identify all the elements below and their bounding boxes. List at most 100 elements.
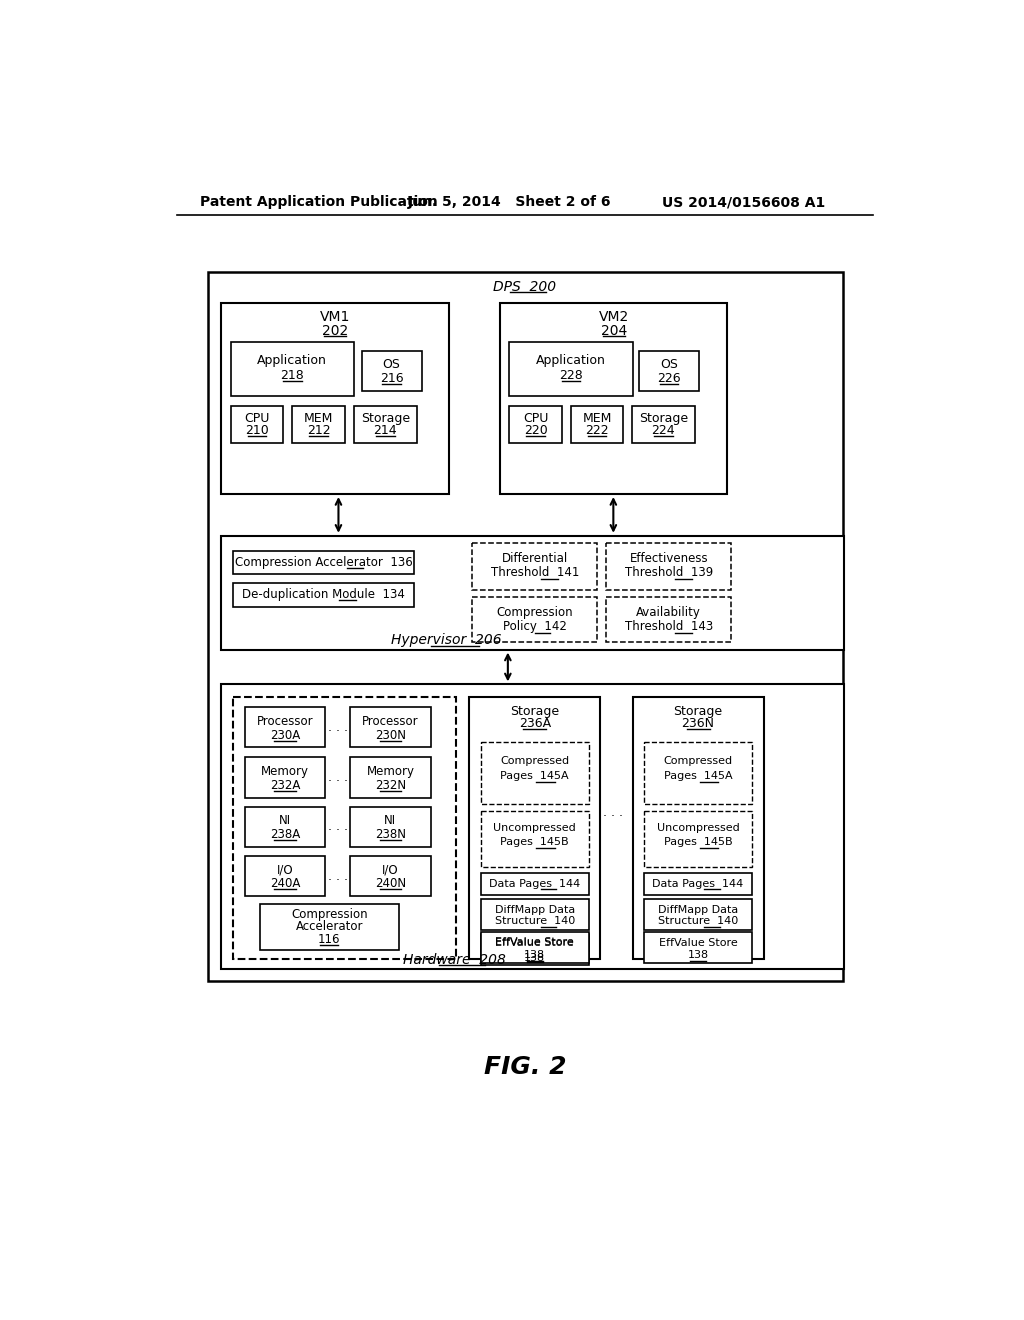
Text: De-duplication Module  134: De-duplication Module 134 <box>242 589 404 602</box>
Text: Storage: Storage <box>510 705 559 718</box>
Bar <box>481 812 589 867</box>
Text: 222: 222 <box>586 425 609 437</box>
Text: Pages  145B: Pages 145B <box>501 837 569 847</box>
Text: Application: Application <box>257 354 328 367</box>
Bar <box>233 583 414 607</box>
Text: 220: 220 <box>523 425 548 437</box>
Text: Structure  140: Structure 140 <box>658 916 738 927</box>
Bar <box>509 407 562 444</box>
Text: Threshold  139: Threshold 139 <box>625 566 713 579</box>
Text: MEM: MEM <box>304 412 333 425</box>
Text: CPU: CPU <box>244 412 269 425</box>
Text: DiffMapp Data: DiffMapp Data <box>658 906 738 915</box>
Text: 238A: 238A <box>269 828 300 841</box>
Text: Compression: Compression <box>291 908 368 921</box>
Text: Policy  142: Policy 142 <box>503 620 566 634</box>
Bar <box>233 697 457 960</box>
Text: 214: 214 <box>374 425 397 437</box>
Text: . . .: . . . <box>329 721 348 734</box>
Bar <box>644 742 752 804</box>
Text: US 2014/0156608 A1: US 2014/0156608 A1 <box>662 195 825 210</box>
Text: 204: 204 <box>601 323 627 338</box>
Text: 218: 218 <box>281 370 304 381</box>
Text: Processor: Processor <box>257 714 313 727</box>
Text: Compressed: Compressed <box>664 755 732 766</box>
Text: Uncompressed: Uncompressed <box>494 824 577 833</box>
Text: 230A: 230A <box>269 729 300 742</box>
Bar <box>260 904 398 950</box>
Bar <box>500 304 727 494</box>
Text: Patent Application Publication: Patent Application Publication <box>200 195 437 210</box>
Text: Pages  145A: Pages 145A <box>664 771 732 781</box>
Text: 228: 228 <box>559 370 583 381</box>
Text: Compression Accelerator  136: Compression Accelerator 136 <box>234 556 413 569</box>
Text: EffValue Store: EffValue Store <box>658 939 737 948</box>
Bar <box>632 407 695 444</box>
Bar <box>472 597 597 642</box>
Text: 138: 138 <box>524 950 546 961</box>
Text: VM1: VM1 <box>319 310 350 323</box>
Bar <box>571 407 624 444</box>
Bar <box>481 950 589 965</box>
Text: I/O: I/O <box>276 863 293 876</box>
Bar <box>245 807 326 847</box>
Bar <box>361 351 422 391</box>
Text: 238N: 238N <box>375 828 406 841</box>
Bar <box>606 597 731 642</box>
Text: 216: 216 <box>380 372 403 385</box>
Text: 224: 224 <box>651 425 675 437</box>
Text: Effectiveness: Effectiveness <box>630 552 709 565</box>
Text: DiffMapp Data: DiffMapp Data <box>495 906 574 915</box>
Text: MEM: MEM <box>583 412 612 425</box>
Text: Jun. 5, 2014   Sheet 2 of 6: Jun. 5, 2014 Sheet 2 of 6 <box>408 195 611 210</box>
Text: Availability: Availability <box>636 606 701 619</box>
Text: Pages  145A: Pages 145A <box>501 771 569 781</box>
Bar <box>208 272 843 981</box>
Text: Compression: Compression <box>497 606 573 619</box>
Bar <box>606 544 731 590</box>
Bar <box>221 304 449 494</box>
Bar <box>469 697 600 960</box>
Text: Processor: Processor <box>362 714 419 727</box>
Text: 236A: 236A <box>519 717 551 730</box>
Text: CPU: CPU <box>523 412 548 425</box>
Text: . . .: . . . <box>329 771 348 784</box>
Text: VM2: VM2 <box>599 310 629 323</box>
Text: OS: OS <box>383 358 400 371</box>
Bar <box>221 536 844 649</box>
Text: Structure  140: Structure 140 <box>495 916 574 927</box>
Bar <box>633 697 764 960</box>
Text: Compressed: Compressed <box>501 755 569 766</box>
Bar <box>221 684 844 969</box>
Text: Threshold  141: Threshold 141 <box>490 566 579 579</box>
Text: 138: 138 <box>687 950 709 961</box>
Bar <box>644 812 752 867</box>
Text: Uncompressed: Uncompressed <box>656 824 739 833</box>
Text: Hypervisor  206: Hypervisor 206 <box>391 634 502 647</box>
Bar <box>472 544 597 590</box>
Text: 232N: 232N <box>375 779 406 792</box>
Bar <box>230 342 354 396</box>
Text: OS: OS <box>659 358 678 371</box>
Text: 230N: 230N <box>375 729 406 742</box>
Bar <box>639 351 698 391</box>
Text: Storage: Storage <box>639 412 688 425</box>
Bar <box>509 342 633 396</box>
Text: 226: 226 <box>657 372 681 385</box>
Text: FIG. 2: FIG. 2 <box>483 1055 566 1078</box>
Text: 202: 202 <box>322 323 348 338</box>
Bar <box>233 552 414 574</box>
Text: 232A: 232A <box>269 779 300 792</box>
Text: 116: 116 <box>318 933 340 945</box>
Bar <box>292 407 345 444</box>
Text: Pages  145B: Pages 145B <box>664 837 732 847</box>
Text: . . .: . . . <box>329 820 348 833</box>
Bar <box>350 758 431 797</box>
Text: Data Pages  144: Data Pages 144 <box>489 879 581 888</box>
Bar <box>245 855 326 896</box>
Bar <box>350 807 431 847</box>
Text: Storage: Storage <box>674 705 723 718</box>
Bar <box>644 932 752 964</box>
Text: Differential: Differential <box>502 552 568 565</box>
Bar <box>354 407 417 444</box>
